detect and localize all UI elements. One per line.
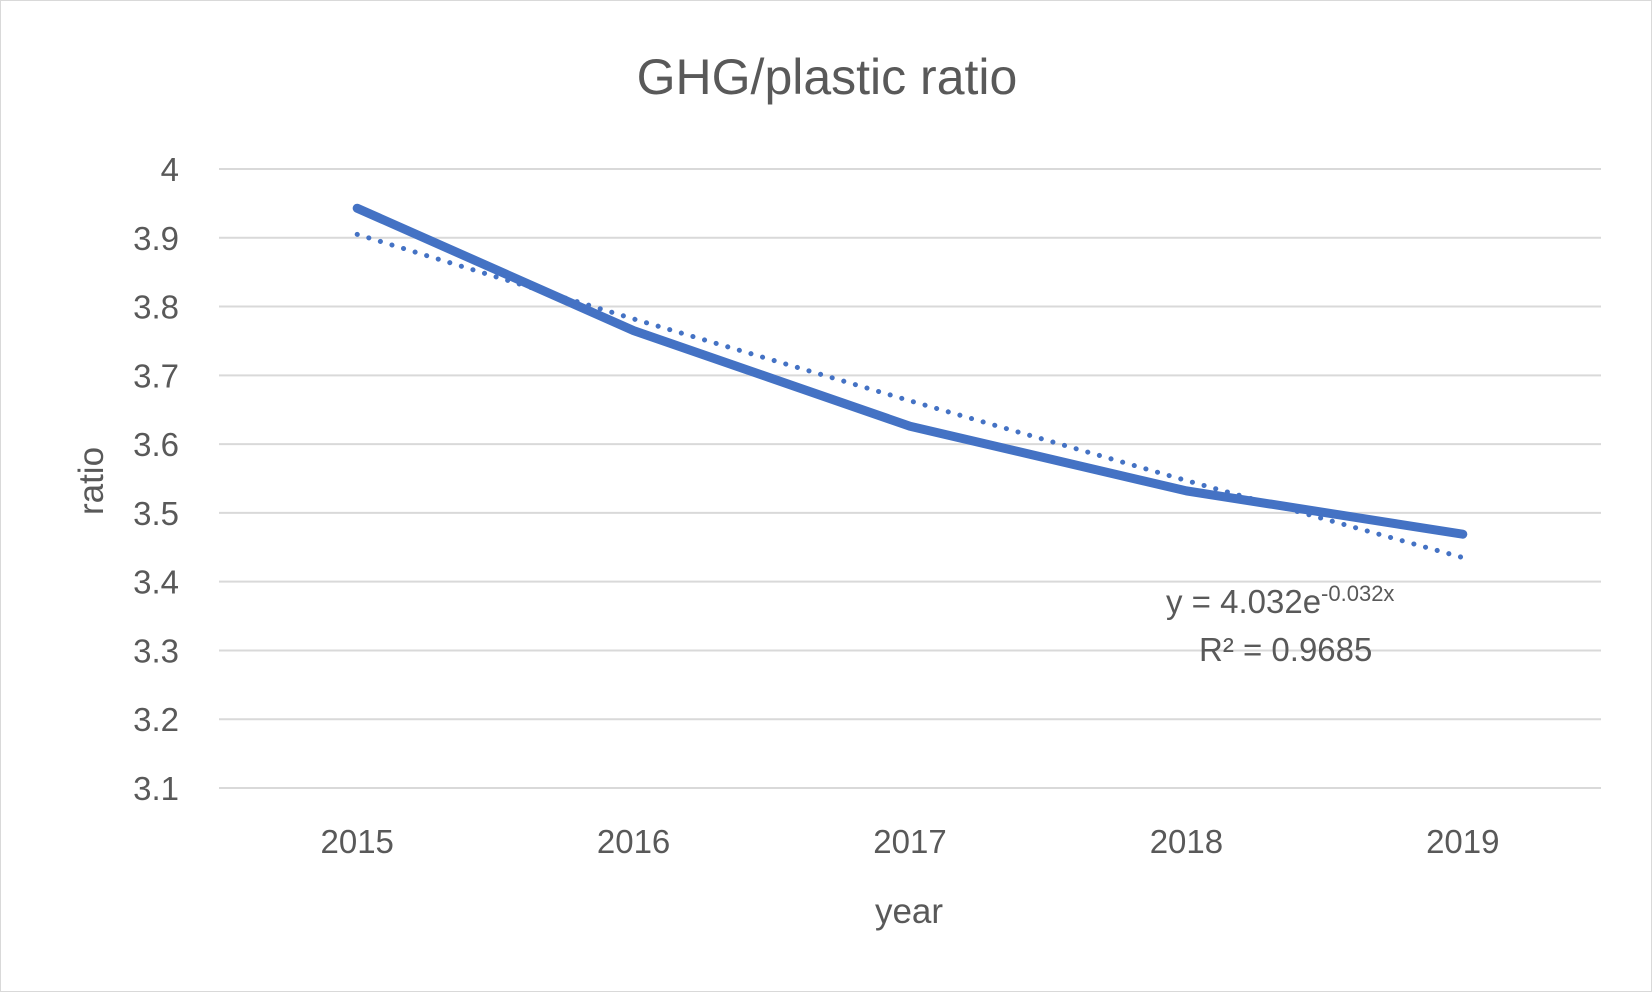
trendline-equation: y = 4.032e-0.032x xyxy=(1166,581,1394,620)
y-tick-label: 3.2 xyxy=(133,701,179,738)
x-tick-labels: 2015 2016 2017 2018 2019 xyxy=(320,823,1499,860)
x-tick-label: 2018 xyxy=(1150,823,1223,860)
y-tick-label: 3.1 xyxy=(133,770,179,807)
y-tick-label: 3.4 xyxy=(133,564,179,601)
y-tick-label: 3.7 xyxy=(133,357,179,394)
y-tick-labels: 3.1 3.2 3.3 3.4 3.5 3.6 3.7 3.8 3.9 4 xyxy=(133,151,179,807)
y-tick-label: 3.8 xyxy=(133,289,179,326)
series-layer xyxy=(357,208,1463,534)
grid-lines xyxy=(219,169,1601,788)
y-tick-label: 4 xyxy=(161,151,179,188)
equation-base: y = 4.032e xyxy=(1166,583,1321,620)
chart-title: GHG/plastic ratio xyxy=(637,49,1018,105)
x-tick-label: 2017 xyxy=(873,823,946,860)
x-tick-label: 2016 xyxy=(597,823,670,860)
y-tick-label: 3.9 xyxy=(133,220,179,257)
x-tick-label: 2019 xyxy=(1426,823,1499,860)
y-tick-label: 3.6 xyxy=(133,426,179,463)
y-tick-label: 3.5 xyxy=(133,495,179,532)
equation-exponent: -0.032x xyxy=(1321,581,1394,606)
trendline-r-squared: R² = 0.9685 xyxy=(1199,631,1372,668)
series-line-0 xyxy=(357,208,1463,534)
x-axis-title: year xyxy=(875,892,943,931)
x-tick-label: 2015 xyxy=(320,823,393,860)
y-axis-title: ratio xyxy=(72,447,111,515)
y-tick-label: 3.3 xyxy=(133,632,179,669)
